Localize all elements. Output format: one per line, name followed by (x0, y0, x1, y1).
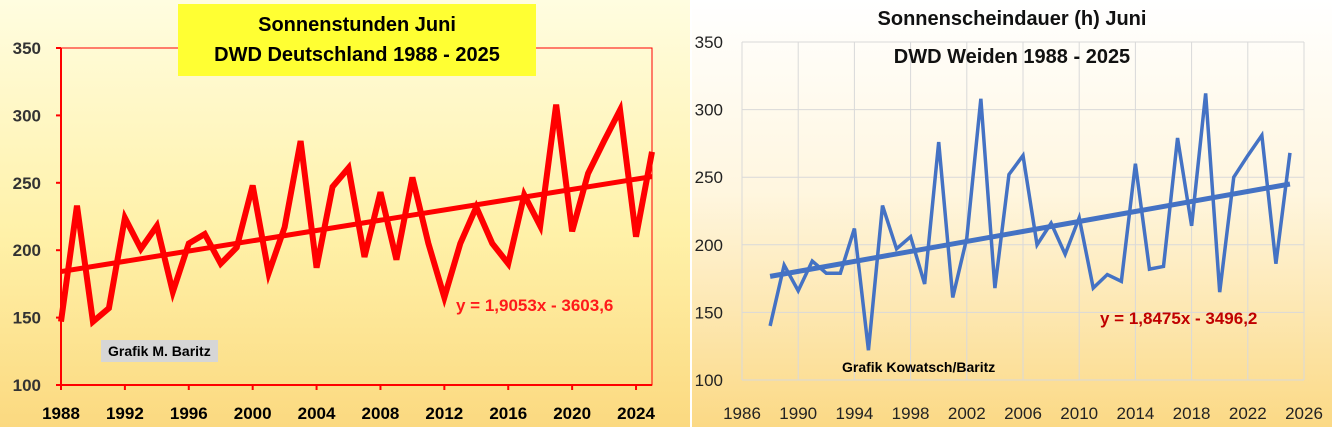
chart-title: Sonnenscheindauer (h) Juni (877, 8, 1147, 30)
trend-line (769, 181, 1291, 279)
x-tick-label: 2012 (425, 404, 463, 423)
y-tick-label: 350 (13, 39, 41, 58)
x-tick-label: 2010 (1060, 404, 1098, 423)
y-tick-label: 300 (13, 106, 41, 125)
chart-title: Sonnenstunden Juni (258, 14, 456, 36)
series-line (768, 93, 1292, 351)
x-tick-label: 1996 (170, 404, 208, 423)
x-tick-label: 2006 (1004, 404, 1042, 423)
x-tick-label: 2018 (1173, 404, 1211, 423)
y-tick-label: 350 (695, 33, 723, 52)
chart-weiden-svg: 100 150 200 250 300 350 1986 1990 1994 1998 2002 20… (695, 33, 1323, 423)
y-tick-label: 150 (13, 309, 41, 328)
trend-equation: y = 1,9053x - 3603,6 (456, 296, 614, 315)
y-tick-label: 200 (13, 241, 41, 260)
trend-equation: y = 1,8475x - 3496,2 (1100, 309, 1258, 328)
x-tick-label: 2024 (617, 404, 655, 423)
chart-panel-weiden: 100 150 200 250 300 350 1986 1990 1994 1998 2002 20… (692, 0, 1332, 427)
chart-title-box: Sonnenstunden Juni DWD Deutschland 1988 … (178, 4, 536, 76)
panel-divider (690, 0, 692, 427)
x-tick-label: 1994 (835, 404, 873, 423)
x-tick-label: 2016 (489, 404, 527, 423)
trend-line (60, 174, 653, 275)
x-tick-label: 2020 (553, 404, 591, 423)
x-tick-label: 2022 (1229, 404, 1267, 423)
y-tick-label: 250 (695, 168, 723, 187)
x-tick-label: 2008 (362, 404, 400, 423)
chart-subtitle: DWD Weiden 1988 - 2025 (893, 46, 1131, 68)
x-tick-label: 1986 (723, 404, 761, 423)
chart-panel-germany: 100 150 200 250 300 350 1988 1992 1996 2000 2004 20… (0, 0, 690, 427)
y-tick-label: 150 (695, 303, 723, 322)
chart-credit: Grafik M. Baritz (101, 340, 218, 362)
x-tick-label: 2004 (298, 404, 336, 423)
y-tick-label: 300 (695, 101, 723, 120)
x-tick-label: 1992 (106, 404, 144, 423)
chart-credit: Grafik Kowatsch/Baritz (842, 359, 996, 375)
x-tick-label: 2014 (1116, 404, 1154, 423)
x-tick-label: 2002 (948, 404, 986, 423)
x-tick-label: 2026 (1285, 404, 1323, 423)
x-tick-label: 1998 (892, 404, 930, 423)
chart-subtitle: DWD Deutschland 1988 - 2025 (214, 44, 500, 66)
x-tick-label: 1990 (779, 404, 817, 423)
y-tick-label: 250 (13, 174, 41, 193)
y-tick-label: 100 (695, 371, 723, 390)
series-line (58, 100, 655, 328)
y-tick-label: 200 (695, 236, 723, 255)
y-tick-label: 100 (13, 376, 41, 395)
x-tick-label: 1988 (42, 404, 80, 423)
x-tick-label: 2000 (234, 404, 272, 423)
chart-germany-svg: 100 150 200 250 300 350 1988 1992 1996 2000 2004 20… (13, 39, 656, 423)
